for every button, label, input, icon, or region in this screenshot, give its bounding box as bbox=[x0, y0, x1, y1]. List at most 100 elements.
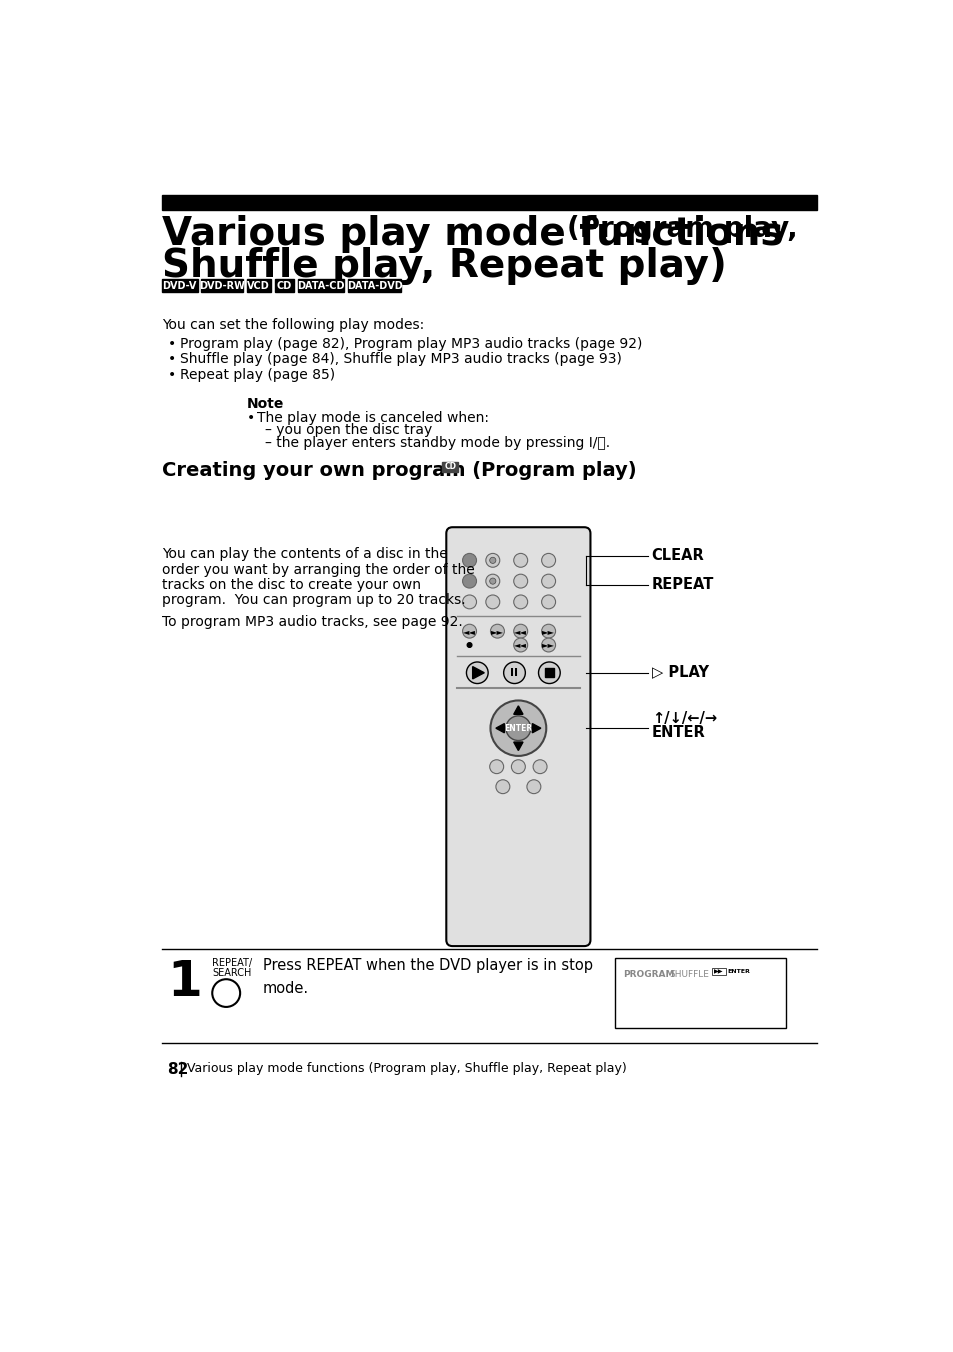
Bar bbox=[274, 280, 294, 292]
Circle shape bbox=[541, 553, 555, 568]
Text: DATA-CD: DATA-CD bbox=[297, 281, 344, 291]
Circle shape bbox=[489, 760, 503, 773]
Text: SHUFFLE: SHUFFLE bbox=[669, 969, 709, 979]
Text: Shuffle play, Repeat play): Shuffle play, Repeat play) bbox=[162, 247, 726, 285]
Circle shape bbox=[485, 595, 499, 608]
Circle shape bbox=[462, 553, 476, 568]
Text: Various play mode functions (Program play, Shuffle play, Repeat play): Various play mode functions (Program pla… bbox=[187, 1063, 626, 1075]
Text: Press REPEAT when the DVD player is in stop
mode.: Press REPEAT when the DVD player is in s… bbox=[262, 959, 592, 995]
Text: Creating your own program (Program play): Creating your own program (Program play) bbox=[162, 461, 642, 480]
FancyBboxPatch shape bbox=[446, 527, 590, 946]
Text: ▶▶: ▶▶ bbox=[714, 969, 723, 973]
Bar bbox=[711, 968, 725, 975]
Text: •: • bbox=[247, 411, 255, 425]
Circle shape bbox=[513, 595, 527, 608]
Text: Various play mode functions: Various play mode functions bbox=[162, 215, 796, 253]
Text: ENTER: ENTER bbox=[727, 969, 750, 973]
Polygon shape bbox=[496, 723, 504, 733]
Text: ►►: ►► bbox=[541, 627, 555, 635]
Text: Repeat play (page 85): Repeat play (page 85) bbox=[179, 368, 335, 381]
Text: CD: CD bbox=[444, 462, 456, 472]
Circle shape bbox=[537, 662, 559, 684]
Circle shape bbox=[485, 553, 499, 568]
Circle shape bbox=[505, 715, 530, 741]
Text: ▷ PLAY: ▷ PLAY bbox=[651, 664, 708, 680]
Text: REPEAT: REPEAT bbox=[651, 577, 713, 592]
Text: CLEAR: CLEAR bbox=[651, 548, 703, 564]
Text: To program MP3 audio tracks, see page 92.: To program MP3 audio tracks, see page 92… bbox=[162, 615, 462, 629]
Text: VCD: VCD bbox=[247, 281, 270, 291]
Circle shape bbox=[513, 553, 527, 568]
Circle shape bbox=[467, 642, 472, 648]
Text: You can play the contents of a disc in the: You can play the contents of a disc in t… bbox=[162, 548, 447, 561]
Text: •: • bbox=[168, 337, 176, 352]
Polygon shape bbox=[513, 706, 522, 714]
Circle shape bbox=[533, 760, 546, 773]
Polygon shape bbox=[532, 723, 540, 733]
Text: Shuffle play (page 84), Shuffle play MP3 audio tracks (page 93): Shuffle play (page 84), Shuffle play MP3… bbox=[179, 353, 621, 366]
Text: ►►: ►► bbox=[541, 641, 555, 649]
Text: (Program play,: (Program play, bbox=[567, 215, 797, 242]
Text: •: • bbox=[168, 368, 176, 381]
Bar bbox=[201, 280, 242, 292]
Text: Note: Note bbox=[247, 397, 284, 411]
Text: 82: 82 bbox=[167, 1063, 189, 1078]
Bar bbox=[442, 462, 457, 472]
Text: Program play (page 82), Program play MP3 audio tracks (page 92): Program play (page 82), Program play MP3… bbox=[179, 337, 641, 352]
Circle shape bbox=[462, 625, 476, 638]
Text: II: II bbox=[510, 668, 518, 677]
Circle shape bbox=[541, 595, 555, 608]
Circle shape bbox=[466, 662, 488, 684]
Circle shape bbox=[490, 625, 504, 638]
Bar bbox=[162, 195, 816, 210]
Text: DVD-V: DVD-V bbox=[162, 281, 196, 291]
Circle shape bbox=[462, 595, 476, 608]
Text: The play mode is canceled when:: The play mode is canceled when: bbox=[257, 411, 489, 425]
Circle shape bbox=[526, 780, 540, 794]
Circle shape bbox=[496, 780, 509, 794]
Circle shape bbox=[462, 575, 476, 588]
Text: ENTER: ENTER bbox=[504, 723, 532, 733]
Circle shape bbox=[511, 760, 525, 773]
Polygon shape bbox=[513, 742, 522, 750]
Circle shape bbox=[513, 575, 527, 588]
Text: 1: 1 bbox=[167, 959, 202, 1006]
Circle shape bbox=[212, 979, 240, 1007]
Polygon shape bbox=[472, 667, 484, 679]
Circle shape bbox=[541, 575, 555, 588]
Bar bbox=[544, 668, 554, 677]
Text: •: • bbox=[168, 353, 176, 366]
Text: program.  You can program up to 20 tracks.: program. You can program up to 20 tracks… bbox=[162, 594, 465, 607]
Circle shape bbox=[541, 638, 555, 652]
Circle shape bbox=[513, 638, 527, 652]
Circle shape bbox=[490, 700, 546, 756]
Text: You can set the following play modes:: You can set the following play modes: bbox=[162, 318, 424, 331]
Text: tracks on the disc to create your own: tracks on the disc to create your own bbox=[162, 579, 420, 592]
Text: ◄◄: ◄◄ bbox=[514, 627, 527, 635]
Text: – the player enters standby mode by pressing I/⏻.: – the player enters standby mode by pres… bbox=[265, 435, 609, 450]
Text: order you want by arranging the order of the: order you want by arranging the order of… bbox=[162, 562, 475, 577]
Circle shape bbox=[541, 625, 555, 638]
Text: REPEAT/: REPEAT/ bbox=[212, 959, 253, 968]
Text: ↑/↓/←/→: ↑/↓/←/→ bbox=[651, 711, 716, 726]
Text: ►►: ►► bbox=[491, 627, 503, 635]
Circle shape bbox=[513, 625, 527, 638]
Text: ◄◄: ◄◄ bbox=[462, 627, 476, 635]
Bar bbox=[246, 280, 271, 292]
Text: CD: CD bbox=[276, 281, 292, 291]
Bar bbox=[162, 280, 197, 292]
Bar bbox=[348, 280, 400, 292]
Circle shape bbox=[485, 575, 499, 588]
Text: – you open the disc tray: – you open the disc tray bbox=[265, 423, 432, 437]
Text: DATA-DVD: DATA-DVD bbox=[346, 281, 402, 291]
Text: PROGRAM: PROGRAM bbox=[622, 969, 674, 979]
Bar bbox=[615, 959, 785, 1028]
Text: DVD-RW: DVD-RW bbox=[199, 281, 245, 291]
Circle shape bbox=[489, 579, 496, 584]
Circle shape bbox=[503, 662, 525, 684]
Text: ◄◄: ◄◄ bbox=[514, 641, 527, 649]
Text: ENTER: ENTER bbox=[651, 725, 704, 741]
Bar bbox=[297, 280, 344, 292]
Text: SEARCH: SEARCH bbox=[212, 968, 252, 979]
Circle shape bbox=[489, 557, 496, 564]
